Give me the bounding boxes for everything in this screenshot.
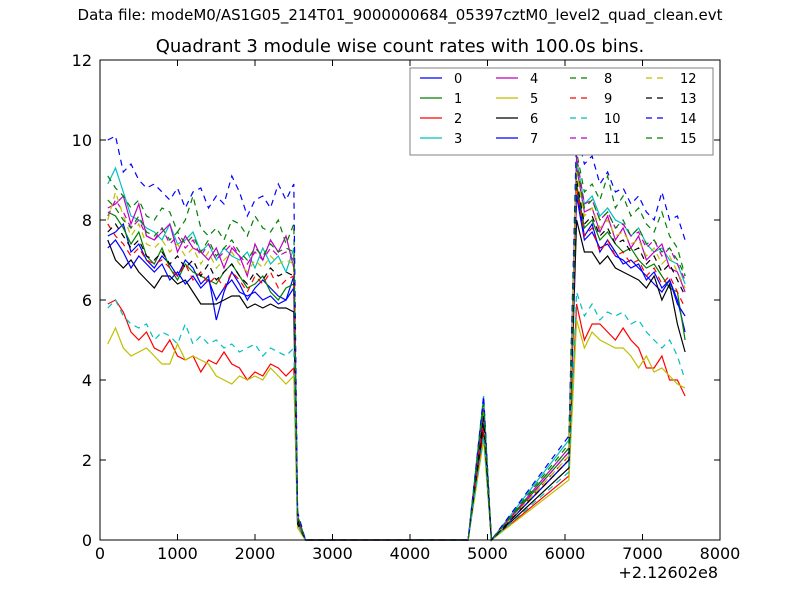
x-tick-label: 6000 xyxy=(545,544,586,563)
series-line-9 xyxy=(107,187,686,542)
y-tick-label: 8 xyxy=(82,211,92,230)
legend-label-13: 13 xyxy=(680,92,697,107)
legend-label-11: 11 xyxy=(604,132,621,147)
series-line-5 xyxy=(107,319,686,542)
y-tick-label: 10 xyxy=(72,131,92,150)
legend-label-15: 15 xyxy=(680,132,697,147)
x-tick-label: 1000 xyxy=(157,544,198,563)
series-line-0 xyxy=(107,187,686,542)
y-tick-label: 0 xyxy=(82,531,92,550)
y-tick-label: 6 xyxy=(82,291,92,310)
series-layer xyxy=(107,131,686,542)
legend-box xyxy=(409,67,714,156)
figure-suptitle: Data file: modeM0/AS1G05_214T01_90000006… xyxy=(77,6,723,24)
series-line-14 xyxy=(107,131,686,542)
series-line-4 xyxy=(107,167,686,542)
x-tick-label: 5000 xyxy=(467,544,508,563)
series-line-15 xyxy=(107,163,686,542)
series-line-2 xyxy=(107,299,686,542)
ticks-layer: 0 1000 2000 3000 4000 5000 6000 7000 80000246810… xyxy=(72,51,741,563)
x-tick-label: 2000 xyxy=(235,544,276,563)
series-line-13 xyxy=(107,179,686,542)
legend-label-2: 2 xyxy=(454,112,462,127)
legend-label-6: 6 xyxy=(530,112,538,127)
series-line-10 xyxy=(107,291,686,542)
y-tick-label: 2 xyxy=(82,451,92,470)
x-offset-label: +2.12602e8 xyxy=(618,563,718,582)
x-tick-label: 7000 xyxy=(622,544,663,563)
legend-label-4: 4 xyxy=(530,72,538,87)
legend-label-8: 8 xyxy=(604,72,612,87)
y-tick-label: 4 xyxy=(82,371,92,390)
legend-label-7: 7 xyxy=(530,132,538,147)
series-line-7 xyxy=(107,195,686,542)
legend-label-1: 1 xyxy=(454,92,462,107)
x-tick-label: 8000 xyxy=(700,544,741,563)
x-tick-label: 0 xyxy=(95,544,105,563)
series-line-1 xyxy=(107,183,686,542)
legend-label-3: 3 xyxy=(454,132,462,147)
x-tick-label: 3000 xyxy=(312,544,353,563)
legend-label-5: 5 xyxy=(530,92,538,107)
series-line-11 xyxy=(107,155,686,542)
series-line-6 xyxy=(107,219,686,542)
series-line-12 xyxy=(107,171,686,542)
legend-label-12: 12 xyxy=(680,72,697,87)
legend-label-9: 9 xyxy=(604,92,612,107)
legend-label-0: 0 xyxy=(454,72,462,87)
chart-title: Quadrant 3 module wise count rates with … xyxy=(155,36,645,57)
series-line-8 xyxy=(107,151,686,542)
x-tick-label: 4000 xyxy=(390,544,431,563)
legend-label-10: 10 xyxy=(604,112,621,127)
y-tick-label: 12 xyxy=(72,51,92,70)
legend-label-14: 14 xyxy=(680,112,697,127)
